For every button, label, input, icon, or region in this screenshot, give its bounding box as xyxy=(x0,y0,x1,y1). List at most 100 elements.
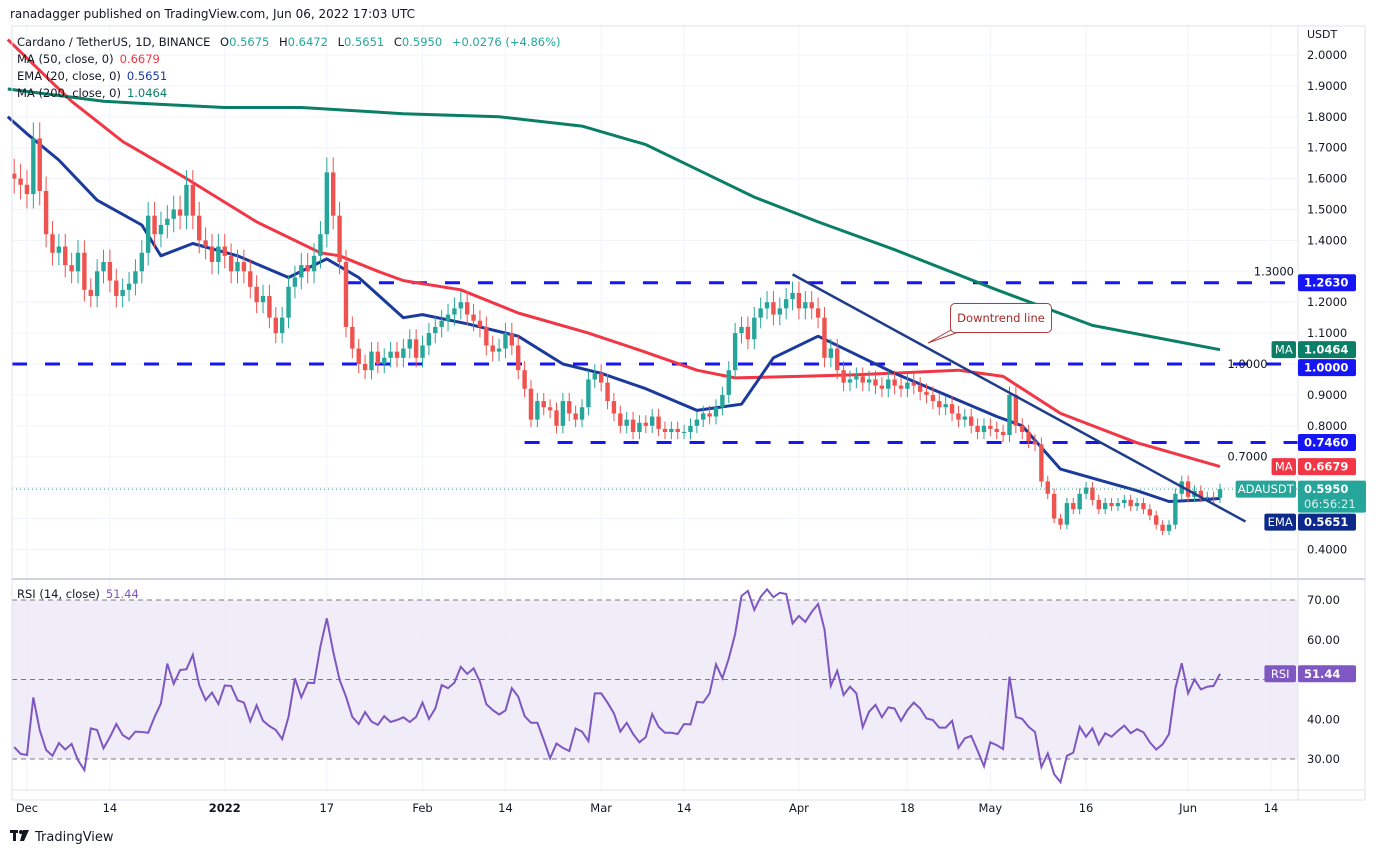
tag-level-0746-value-bg xyxy=(1298,433,1356,451)
time-axis[interactable]: Dec 14 2022 17 Feb 14 Mar 14 Apr 18 May 16 Jun 14 xyxy=(16,801,1279,815)
candle-body xyxy=(726,370,731,395)
candle-body xyxy=(88,289,93,297)
time-tick-label: Jun xyxy=(1178,801,1197,815)
candle-body xyxy=(177,209,183,216)
candle-body xyxy=(803,302,808,309)
candle-body xyxy=(879,385,885,389)
chart-frame xyxy=(11,25,1366,801)
tag-ma200-label: MA xyxy=(1275,343,1293,357)
price-tags: 1.2630 MA 1.0464 1.0000 0.7460 MA 0.6679 ADAUSD… xyxy=(1235,274,1366,683)
rsi-legend[interactable]: RSI (14, close) 51.44 xyxy=(17,587,139,601)
ohlc-close: C0.5950 xyxy=(393,35,443,49)
candle-body xyxy=(394,351,400,358)
candle-body xyxy=(101,262,106,272)
symbol-legend: Cardano / TetherUS, 1D, BINANCE O0.5675 … xyxy=(17,35,561,49)
candle-body xyxy=(1134,503,1140,507)
candle-body xyxy=(886,379,891,389)
downtrend-callout[interactable]: Downtrend line xyxy=(950,303,1052,333)
candle-body xyxy=(516,345,521,371)
candle-body xyxy=(809,302,814,309)
price-tick-label: 1.9000 xyxy=(1307,79,1347,93)
tradingview-logo[interactable]: TradingView xyxy=(10,830,114,845)
candle-body xyxy=(618,413,623,426)
candle-body xyxy=(490,345,495,352)
horizontal-levels[interactable] xyxy=(12,281,1298,444)
candle-body xyxy=(139,252,144,272)
rsi-line xyxy=(13,587,1221,785)
candle-body xyxy=(133,271,138,284)
downtrend-line[interactable] xyxy=(791,273,1247,523)
candle-body xyxy=(458,302,463,309)
tag-last-price-value-bg xyxy=(1298,480,1366,513)
rsi-pane xyxy=(12,587,1298,785)
candle-body xyxy=(145,215,151,253)
candle-body xyxy=(356,348,361,364)
candle-body xyxy=(745,326,751,340)
candle-body xyxy=(1102,503,1108,510)
candle-body xyxy=(120,289,125,297)
candle-body xyxy=(777,308,782,315)
candle-body xyxy=(273,317,278,334)
candle-body xyxy=(337,215,342,263)
candle-body xyxy=(1013,394,1019,426)
time-tick-label: May xyxy=(978,801,1002,815)
candle-body xyxy=(197,215,202,241)
price-axis[interactable]: 2.0000 1.9000 1.8000 1.7000 1.6000 1.5000 1.40… xyxy=(1227,48,1347,766)
tag-ma200-value-bg xyxy=(1298,341,1356,359)
tag-ma50-label: MA xyxy=(1275,460,1293,474)
candle-body xyxy=(50,234,55,253)
tag-last-price-label-bg xyxy=(1235,480,1296,498)
candle-body xyxy=(528,388,534,420)
candle-body xyxy=(1147,509,1153,516)
candle-body xyxy=(37,138,42,191)
tag-ma200-value: 1.0464 xyxy=(1304,343,1348,357)
candle-body xyxy=(764,302,770,309)
tag-ema20-value-bg xyxy=(1298,513,1356,531)
candle-body xyxy=(445,314,451,321)
tag-level-1000-value: 1.0000 xyxy=(1304,361,1348,375)
candle-body xyxy=(541,401,546,408)
tag-rsi-label-bg xyxy=(1264,665,1296,683)
rsi-tick-label: 30.00 xyxy=(1307,752,1340,766)
candle-body xyxy=(503,333,508,349)
candle-body xyxy=(1211,496,1216,498)
price-tick-label: 1.1000 xyxy=(1307,326,1347,340)
candle-body xyxy=(56,246,62,253)
legend-ema20[interactable]: EMA (20, close, 0) 0.5651 xyxy=(17,69,168,83)
candle-body xyxy=(822,317,827,358)
time-tick-label: 14 xyxy=(103,801,118,815)
candle-body xyxy=(924,391,929,395)
candle-body xyxy=(796,292,802,309)
candle-body xyxy=(1064,503,1070,525)
candle-body xyxy=(758,308,763,318)
candle-body xyxy=(1115,503,1121,507)
candle-body xyxy=(477,320,483,327)
tag-last-price-value: 0.5950 xyxy=(1304,482,1348,496)
candle-body xyxy=(988,425,993,429)
candle-body xyxy=(343,262,349,327)
candle-body xyxy=(975,425,980,432)
candle-body xyxy=(605,382,610,402)
candle-body xyxy=(579,407,585,420)
candle-body xyxy=(598,373,604,383)
candle-body xyxy=(1090,487,1095,500)
tradingview-logo-icon xyxy=(10,830,30,845)
legend-ma200[interactable]: MA (200, close, 0) 1.0464 xyxy=(17,86,168,100)
candle-body xyxy=(643,422,649,426)
candle-body xyxy=(190,184,196,216)
legend-ma50[interactable]: MA (50, close, 0) 0.6679 xyxy=(17,52,160,66)
rsi-tick-label: 70.00 xyxy=(1307,593,1340,607)
candle-body xyxy=(854,376,859,380)
candle-body xyxy=(241,262,247,272)
candle-body xyxy=(790,292,795,300)
candle-body xyxy=(114,280,119,297)
candle-body xyxy=(292,277,298,287)
candle-body xyxy=(1109,503,1114,507)
candle-body xyxy=(739,326,744,334)
price-tick-label: 1.4000 xyxy=(1307,233,1347,247)
tag-ma200-label-bg xyxy=(1271,341,1296,359)
candle-body xyxy=(152,215,157,235)
candle-body xyxy=(369,351,374,371)
candle-body xyxy=(930,394,936,402)
